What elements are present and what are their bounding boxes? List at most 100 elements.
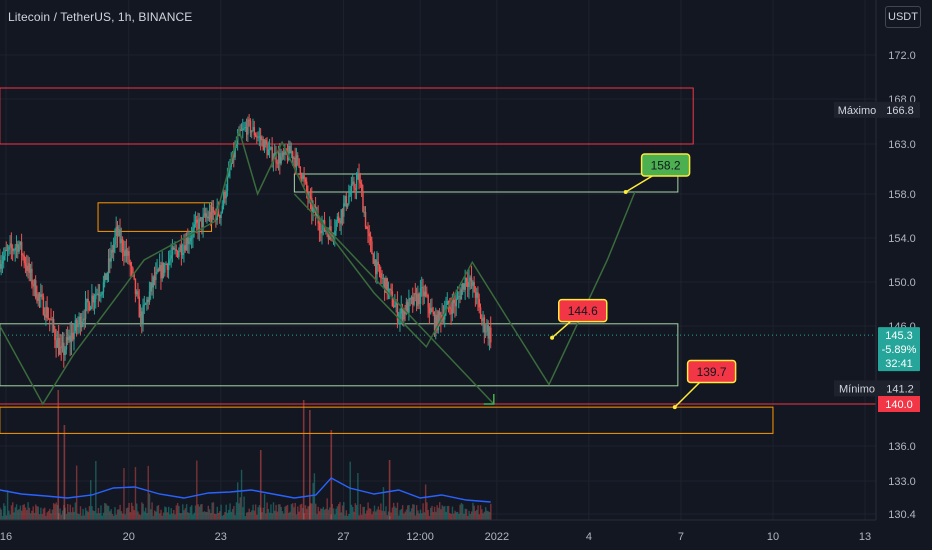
time-axis-tick-label: 13 bbox=[859, 531, 871, 543]
volume-bar bbox=[302, 400, 305, 520]
volume-bar bbox=[61, 510, 64, 520]
volume-bar bbox=[357, 473, 359, 520]
volume-bar bbox=[265, 513, 267, 520]
candle-body bbox=[396, 302, 399, 321]
candle-body bbox=[473, 282, 475, 293]
volume-bar bbox=[182, 504, 184, 520]
candle-body bbox=[171, 247, 174, 256]
volume-bar bbox=[437, 507, 440, 520]
volume-bar bbox=[22, 504, 24, 520]
volume-bar bbox=[187, 512, 189, 520]
candle-body bbox=[28, 263, 31, 273]
volume-bar bbox=[486, 510, 488, 520]
volume-bar bbox=[479, 505, 482, 520]
candle-body bbox=[348, 195, 350, 204]
candle-body bbox=[156, 269, 158, 272]
volume-bar bbox=[332, 508, 335, 520]
volume-bar bbox=[166, 512, 169, 520]
candle-body bbox=[258, 136, 261, 138]
volume-bar bbox=[198, 506, 201, 520]
volume-bar bbox=[262, 507, 264, 520]
volume-bar bbox=[239, 497, 241, 520]
volume-bar bbox=[93, 510, 96, 520]
target-label-box bbox=[640, 153, 691, 177]
candle-body bbox=[419, 287, 422, 304]
candle-body bbox=[343, 203, 345, 217]
volume-bar bbox=[13, 512, 15, 520]
volume-bar bbox=[79, 506, 82, 520]
volume-bar bbox=[202, 511, 204, 520]
volume-bar bbox=[363, 506, 365, 520]
volume-bar bbox=[295, 514, 298, 520]
candle-body bbox=[454, 303, 456, 307]
volume-bar bbox=[426, 502, 428, 520]
volume-bar bbox=[454, 510, 456, 520]
volume-bar bbox=[268, 512, 271, 520]
candle-body bbox=[105, 273, 107, 280]
price-axis-tick-label: 158.0 bbox=[888, 189, 916, 201]
volume-bar bbox=[326, 498, 328, 520]
volume-bar bbox=[247, 512, 249, 520]
volume-bar bbox=[15, 504, 18, 520]
volume-bar bbox=[47, 510, 50, 520]
price-axis-tick-label: 172.0 bbox=[888, 50, 916, 62]
volume-bar bbox=[191, 505, 193, 520]
candle-body bbox=[37, 293, 40, 301]
volume-bar bbox=[164, 506, 166, 520]
candle-body bbox=[338, 216, 340, 221]
volume-bar bbox=[92, 510, 94, 520]
zone-box-red bbox=[0, 87, 694, 145]
candle-body bbox=[277, 153, 280, 164]
volume-bar bbox=[196, 460, 198, 520]
candle-body bbox=[81, 321, 83, 328]
candle-body bbox=[440, 314, 442, 322]
candle-body bbox=[150, 282, 152, 292]
candle-body bbox=[490, 327, 492, 343]
target-anchor-dot bbox=[672, 405, 677, 410]
candle-body bbox=[107, 258, 110, 273]
volume-bar bbox=[358, 515, 360, 520]
candle-body bbox=[208, 212, 211, 219]
volume-bar bbox=[344, 515, 346, 520]
volume-bar bbox=[432, 511, 434, 520]
volume-bar bbox=[488, 511, 491, 520]
candle-body bbox=[124, 249, 126, 257]
volume-bar bbox=[144, 507, 147, 520]
candle-body bbox=[26, 265, 28, 271]
volume-bar bbox=[384, 511, 386, 520]
candle-body bbox=[143, 304, 146, 306]
volume-bar bbox=[153, 510, 156, 520]
volume-bar bbox=[433, 506, 436, 520]
candle-body bbox=[32, 284, 34, 287]
candle-body bbox=[408, 298, 410, 313]
candle-body bbox=[174, 249, 176, 251]
volume-bar bbox=[369, 508, 372, 520]
candle-body bbox=[367, 228, 369, 234]
candle-body bbox=[23, 255, 25, 264]
candle-body bbox=[88, 302, 91, 311]
volume-bar bbox=[392, 502, 395, 520]
target-label-139.7: 139.7 bbox=[672, 359, 737, 410]
candle-body bbox=[229, 167, 231, 169]
volume-bar bbox=[113, 515, 115, 520]
candle-body bbox=[0, 263, 2, 269]
volume-bar bbox=[214, 513, 216, 520]
volume-bar bbox=[481, 509, 483, 520]
volume-bar bbox=[345, 510, 348, 520]
volume-bar bbox=[156, 506, 158, 520]
candle-body bbox=[203, 213, 206, 216]
candle-body bbox=[160, 264, 162, 279]
candle-body bbox=[167, 260, 170, 270]
volume-bar bbox=[1, 515, 4, 520]
volume-bar bbox=[3, 503, 5, 520]
volume-bar bbox=[368, 508, 371, 520]
volume-bar bbox=[219, 511, 221, 520]
volume-bar bbox=[50, 513, 52, 520]
candle-body bbox=[159, 264, 161, 271]
volume-bar bbox=[336, 506, 339, 520]
currency-button[interactable]: USDT bbox=[885, 6, 921, 28]
volume-bar bbox=[20, 510, 23, 520]
candle-body bbox=[390, 288, 392, 292]
candle-body bbox=[128, 251, 130, 263]
